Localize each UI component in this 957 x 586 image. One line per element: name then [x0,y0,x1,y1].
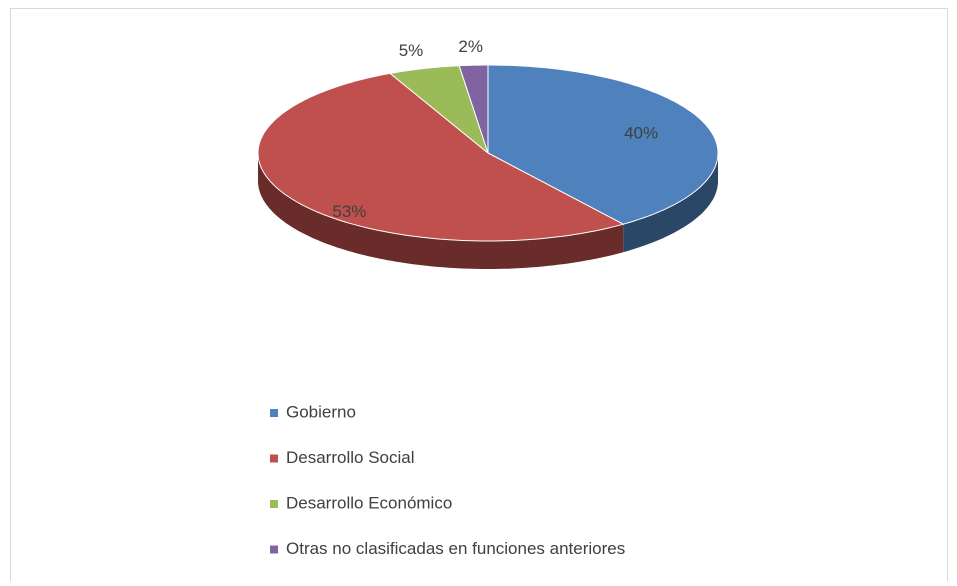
legend-swatch [270,454,278,463]
slice [487,64,719,225]
data-label: 2% [458,37,483,56]
legend-label: Otras no clasificadas en funciones anter… [286,539,625,558]
slice-side [258,153,624,269]
slice [388,65,490,155]
legend-swatch [270,545,278,554]
legend-label: Desarrollo Social [286,448,415,467]
legend-swatch [270,409,278,417]
slice [257,72,625,242]
data-label: 5% [399,41,424,60]
legend-swatch [270,500,278,508]
slice [458,64,489,154]
legend-label: Desarrollo Económico [286,493,452,512]
data-label: 40% [624,123,658,142]
data-label: 53% [332,202,366,221]
slice-side [623,153,718,253]
legend-label: Gobierno [286,402,356,421]
